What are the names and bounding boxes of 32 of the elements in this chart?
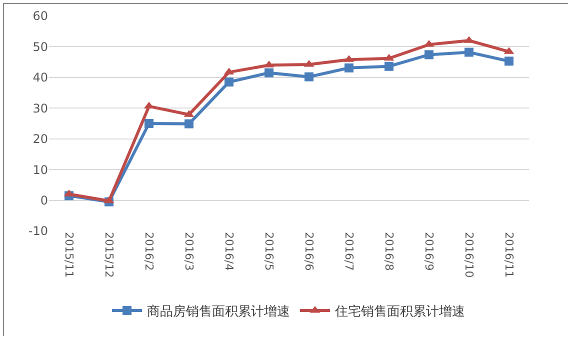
x-tick-label: 2016/6 xyxy=(302,232,316,271)
point xyxy=(504,56,514,66)
point xyxy=(344,63,354,72)
x-tick-label: 2016/8 xyxy=(382,232,396,271)
y-tick-label: 50 xyxy=(32,40,48,54)
y-tick-label: 0 xyxy=(40,193,48,208)
x-tick-label: 2016/4 xyxy=(222,232,236,271)
y-tick-label: 40 xyxy=(32,70,48,85)
x-tick-label: 2016/3 xyxy=(182,232,196,271)
y-tick-label: -10 xyxy=(28,224,48,238)
point xyxy=(224,78,234,87)
legend-label: 商品房销售面积累计增速 xyxy=(147,304,290,320)
x-tick-label: 2016/2 xyxy=(142,232,156,271)
x-tick-label: 2016/5 xyxy=(262,232,276,271)
point xyxy=(264,68,274,78)
point xyxy=(184,119,194,128)
y-tick-label: 30 xyxy=(32,101,48,116)
x-tick-label: 2015/12 xyxy=(102,232,116,278)
x-tick-label: 2015/11 xyxy=(62,232,76,278)
x-tick-label: 2016/7 xyxy=(342,232,356,271)
legend-label: 住宅销售面积累计增速 xyxy=(334,304,465,320)
x-tick-label: 2016/9 xyxy=(422,232,436,271)
point xyxy=(424,50,434,60)
point xyxy=(144,119,154,128)
y-tick-label: 20 xyxy=(32,132,48,146)
y-tick-label: 60 xyxy=(32,9,48,24)
point xyxy=(384,62,394,71)
y-tick-label: 10 xyxy=(32,162,48,177)
point xyxy=(304,72,314,82)
point xyxy=(464,48,474,57)
x-tick-label: 2016/10 xyxy=(462,232,476,278)
x-tick-label: 2016/11 xyxy=(502,232,516,278)
